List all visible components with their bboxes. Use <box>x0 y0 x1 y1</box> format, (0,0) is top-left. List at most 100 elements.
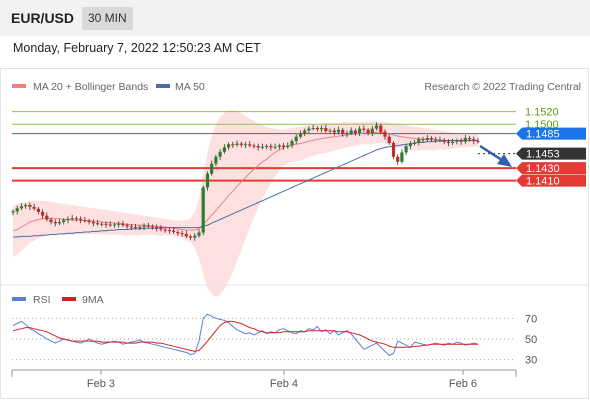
candle-bull <box>227 144 231 148</box>
candle-bear <box>269 146 273 148</box>
candle-bull <box>451 141 455 143</box>
rsi-ma9-line <box>12 320 478 352</box>
candle-bull <box>117 223 121 225</box>
ma50-line <box>13 140 478 238</box>
candle-bull <box>358 128 362 133</box>
ma9-legend-swatch <box>62 297 76 301</box>
candle-bull <box>404 146 408 153</box>
candle-bull <box>19 206 24 209</box>
candle-bull <box>193 235 197 238</box>
candle-bear <box>95 223 100 225</box>
candle-bear <box>159 228 163 230</box>
candle-bull <box>425 138 429 140</box>
candle-bear <box>125 225 129 227</box>
candle-bear <box>281 145 286 147</box>
candle-bull <box>294 136 298 142</box>
candle-bull <box>277 145 281 147</box>
candle-bull <box>138 227 142 228</box>
candle-bear <box>108 224 112 226</box>
datetime-label: Monday, February 7, 2022 12:50:23 AM CET <box>13 41 261 55</box>
candle-bear <box>150 226 155 228</box>
candle-bear <box>239 143 243 145</box>
rsi-legend-label: RSI <box>33 294 51 306</box>
ma20-legend-label: MA 20 + Bollinger Bands <box>33 81 148 93</box>
price-tag-1.1430 <box>516 162 586 175</box>
candle-bull <box>201 187 205 233</box>
candle-bear <box>467 138 472 140</box>
chart-panel <box>0 68 589 399</box>
timeframe-button[interactable]: 30 MIN <box>82 7 133 30</box>
candle-bear <box>45 215 49 220</box>
candle-bear <box>91 222 95 224</box>
candle-bull <box>298 133 303 137</box>
candle-bull <box>408 143 412 147</box>
candle-bear <box>379 125 383 132</box>
symbol-label: EUR/USD <box>11 10 75 26</box>
ma20-legend-swatch <box>12 84 26 88</box>
ma50-legend-swatch <box>156 84 170 88</box>
candle-bull <box>417 139 421 143</box>
candle-bear <box>429 138 434 140</box>
candle-bear <box>53 222 57 224</box>
candle-bull <box>370 128 374 133</box>
candle-bull <box>265 146 269 148</box>
rsi-legend-swatch <box>12 297 26 301</box>
ma50-legend-label: MA 50 <box>175 81 205 93</box>
candle-bull <box>286 145 290 147</box>
candle-bull <box>218 151 222 157</box>
bollinger-band <box>13 110 478 298</box>
candle-bull <box>210 163 214 174</box>
candle-bear <box>256 146 260 148</box>
candle-bull <box>260 146 264 148</box>
candle-bear <box>353 130 357 133</box>
candle-bear <box>315 128 319 130</box>
candle-bear <box>87 220 91 222</box>
candle-bull <box>235 143 239 145</box>
candle-bear <box>383 131 387 137</box>
rsi-tick-70: 70 <box>525 313 537 325</box>
candle-bull <box>100 223 104 225</box>
credit-label: Research © 2022 Trading Central <box>424 81 581 93</box>
candle-bear <box>476 141 480 143</box>
candle-bear <box>472 139 476 142</box>
forecast-arrow <box>479 144 512 167</box>
candle-bear <box>74 218 78 220</box>
candle-bear <box>188 236 193 238</box>
x-tick-label: Feb 3 <box>87 378 115 390</box>
candle-bear <box>49 219 53 222</box>
candle-bull <box>307 128 311 131</box>
price-tag-1.1485 <box>516 127 586 140</box>
candle-bull <box>374 125 379 129</box>
candle-bull <box>11 211 15 213</box>
candle-bear <box>459 140 463 142</box>
candle-bear <box>167 230 171 232</box>
candle-bear <box>248 144 252 146</box>
price-label-1.1410: 1.1410 <box>526 176 560 188</box>
ma9-legend-label: 9MA <box>82 294 104 306</box>
candle-bull <box>205 173 210 188</box>
candle-bull <box>290 141 294 146</box>
candle-bear <box>176 232 180 234</box>
candle-bull <box>222 147 226 152</box>
candle-bull <box>142 225 146 227</box>
rsi-line <box>12 313 479 357</box>
candle-bull <box>345 133 349 135</box>
candle-bear <box>104 223 108 225</box>
candle-bull <box>273 146 277 148</box>
candle-bear <box>180 233 184 235</box>
candle-bear <box>332 130 336 133</box>
candle-bear <box>79 218 83 221</box>
candle-bull <box>303 130 307 134</box>
candle-bull <box>463 138 467 142</box>
candle-bull <box>24 205 28 207</box>
candle-bull <box>349 130 353 133</box>
candle-bull <box>413 143 417 144</box>
price-tag-1.1410 <box>516 174 586 187</box>
candle-bear <box>121 223 125 226</box>
candle-bull <box>62 220 66 222</box>
candle-bull <box>15 208 19 212</box>
candle-bull <box>70 218 74 220</box>
candle-bull <box>336 129 341 133</box>
candle-bull <box>57 222 62 224</box>
